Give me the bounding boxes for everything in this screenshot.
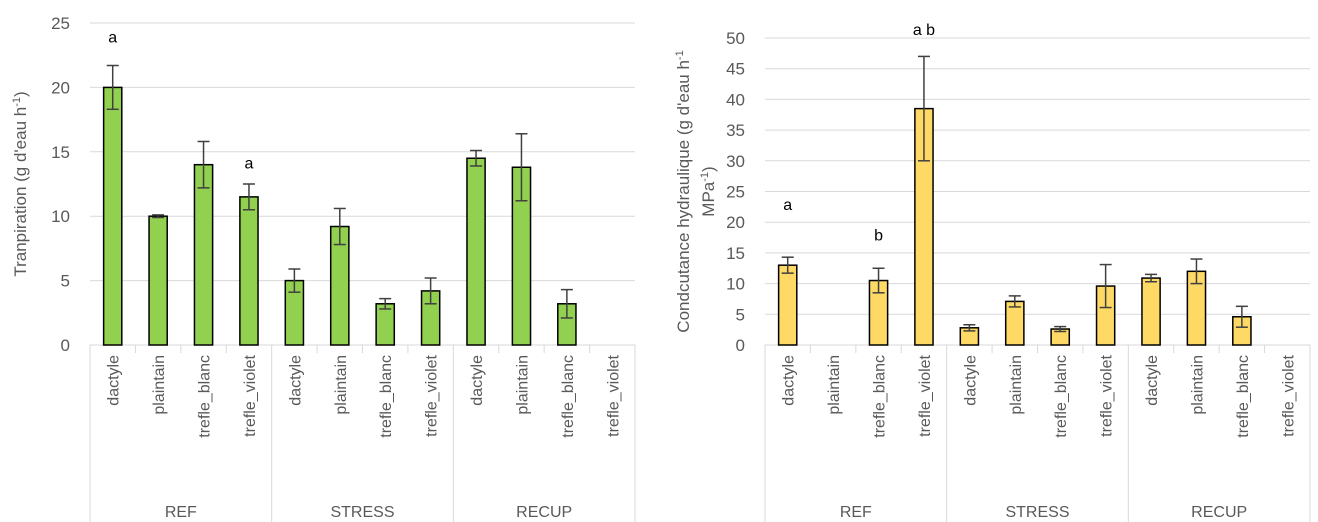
error-bar [288, 268, 301, 293]
bar [777, 264, 798, 346]
y-tick-label: 30 [726, 152, 745, 171]
error-bar [1054, 325, 1067, 333]
group-label: STRESS [330, 504, 394, 521]
error-bar [781, 256, 794, 274]
group-label: REF [840, 504, 872, 521]
error-bar [424, 277, 437, 305]
group-label: RECUP [516, 504, 572, 521]
x-tick-label: trefle_violet [917, 354, 934, 436]
x-tick-label: plaintain [333, 355, 350, 415]
error-bar [1190, 258, 1203, 285]
annotation: a [108, 29, 117, 46]
error-bar [379, 297, 392, 310]
error-bar [872, 267, 885, 294]
x-tick-label: trefle_blanc [378, 355, 395, 438]
label-part: MPa [699, 181, 718, 217]
annotation: a [783, 197, 792, 214]
y-tick-label: 0 [61, 336, 70, 355]
error-bar [1008, 295, 1021, 308]
y-tick-label: 0 [736, 336, 745, 355]
y-tick-label: 40 [726, 90, 745, 109]
bar [466, 157, 486, 346]
y-tick-label: 20 [51, 78, 70, 97]
y-tick-label: 15 [726, 244, 745, 263]
x-tick-label: dactyle [106, 355, 123, 406]
y-axis-label: Tranpiration (g d'eau h-1) [11, 91, 30, 276]
bar [239, 196, 259, 346]
annotation: a [245, 156, 254, 173]
superscript: -1 [674, 50, 686, 60]
x-tick-label: plaintain [514, 355, 531, 415]
group-label: STRESS [1005, 504, 1069, 521]
x-tick-label: plaintain [1008, 355, 1025, 415]
x-tick-label: plaintain [1189, 355, 1206, 415]
label-part: ) [11, 91, 30, 97]
error-bar [333, 207, 346, 246]
y-tick-label: 10 [726, 275, 745, 294]
x-tick-label: trefle_violet [242, 354, 259, 436]
x-tick-label: trefle_blanc [560, 355, 577, 438]
error-bar [1099, 263, 1112, 309]
error-bar [242, 183, 255, 211]
y-tick-label: 10 [51, 207, 70, 226]
x-tick-label: trefle_blanc [197, 355, 214, 438]
superscript: -1 [11, 97, 23, 107]
error-bar [917, 55, 930, 162]
x-tick-label: trefle_violet [1099, 354, 1116, 436]
error-bar [106, 64, 119, 111]
x-tick-label: dactyle [781, 355, 798, 406]
error-bar [1235, 305, 1248, 328]
error-bar [963, 323, 976, 332]
y-axis-label: MPa-1) [699, 166, 718, 216]
y-tick-label: 35 [726, 121, 745, 140]
y-tick-label: 50 [726, 29, 745, 48]
y-tick-label: 25 [51, 14, 70, 33]
y-axis-label: Condcutance hydraulique (g d'eau h-1 [674, 50, 693, 332]
error-bar [152, 214, 165, 219]
label-part: Condcutance hydraulique (g d'eau h [674, 60, 693, 333]
bar [1004, 300, 1025, 346]
annotation: b [874, 228, 883, 245]
bar [148, 215, 168, 346]
x-tick-label: trefle_blanc [1235, 355, 1252, 438]
bar [1141, 277, 1161, 346]
y-tick-label: 5 [736, 305, 745, 324]
group-label: REF [165, 504, 197, 521]
x-tick-label: dactyle [1144, 355, 1161, 406]
x-tick-label: plaintain [151, 355, 168, 415]
error-bar [515, 133, 528, 202]
y-tick-label: 45 [726, 60, 745, 79]
y-tick-label: 20 [726, 213, 745, 232]
bar [375, 303, 396, 346]
bar [102, 86, 123, 346]
x-tick-label: dactyle [287, 355, 304, 406]
error-bar [560, 288, 573, 319]
bar [193, 163, 214, 346]
group-label: RECUP [1191, 504, 1247, 521]
x-tick-label: trefle_violet [1280, 354, 1297, 436]
annotation: a b [913, 22, 935, 39]
label-part: ) [699, 166, 718, 172]
x-tick-label: dactyle [469, 355, 486, 406]
x-tick-label: trefle_violet [424, 354, 441, 436]
error-bar [470, 149, 483, 167]
y-tick-label: 5 [61, 272, 70, 291]
error-bar [197, 140, 210, 189]
superscript: -1 [699, 172, 711, 182]
y-tick-label: 25 [726, 183, 745, 202]
x-tick-label: dactyle [962, 355, 979, 406]
error-bar [1145, 273, 1158, 283]
x-tick-label: trefle_blanc [1053, 355, 1070, 438]
y-tick-label: 15 [51, 143, 70, 162]
label-part: Tranpiration (g d'eau h [11, 107, 30, 277]
x-tick-label: trefle_blanc [872, 355, 889, 438]
x-tick-label: trefle_violet [605, 354, 622, 436]
x-tick-label: plaintain [826, 355, 843, 415]
